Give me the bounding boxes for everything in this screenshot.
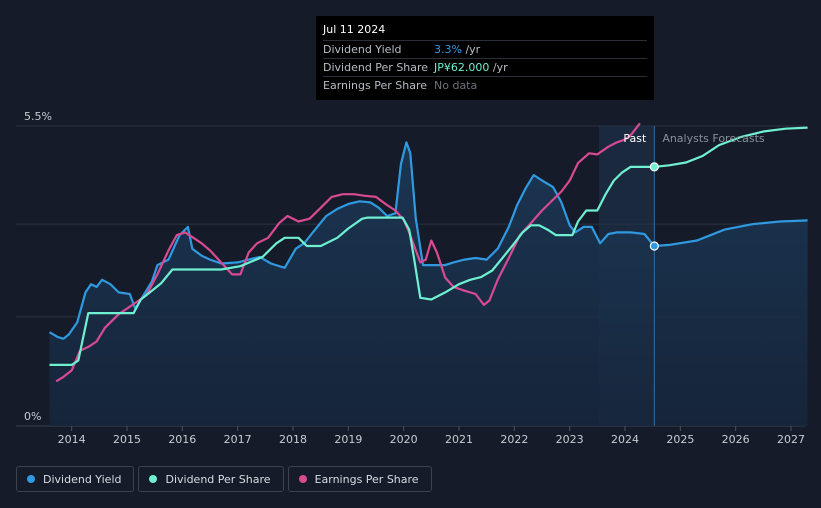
dividend-per-share-line: [49, 165, 655, 366]
x-tick-label: 2016: [168, 433, 196, 446]
legend-dot-icon: [149, 475, 158, 483]
tooltip-date: Jul 11 2024: [323, 23, 386, 36]
x-tick-label: 2025: [666, 433, 694, 446]
analysts-forecasts-label: Analysts Forecasts: [662, 132, 765, 145]
tooltip-unit: /yr: [461, 43, 481, 56]
dividend-yield-marker: [649, 241, 659, 251]
y-axis: 5.5% 0%: [24, 110, 52, 423]
legend-label: Earnings Per Share: [314, 472, 419, 486]
legend-item-dividend-yield[interactable]: Dividend Yield: [16, 466, 135, 492]
x-tick-label: 2015: [113, 433, 141, 446]
tooltip-label: Earnings Per Share: [323, 79, 428, 92]
dividend-yield-area: [49, 142, 808, 426]
x-tick-label: 2024: [611, 433, 639, 446]
past-label: Past: [623, 132, 647, 145]
legend-dot-icon: [27, 475, 35, 483]
tooltip-value: No data: [434, 79, 478, 92]
x-tick-label: 2027: [777, 433, 805, 446]
dividend-per-share-marker: [649, 162, 659, 172]
tooltip-label: Dividend Yield: [323, 43, 402, 56]
legend-dot-icon: [298, 475, 307, 483]
tooltip-row-yield: Dividend Yield 3.3% /yr: [323, 40, 647, 58]
tooltip-value: 3.3%: [434, 43, 462, 56]
legend-item-dividend-per-share[interactable]: Dividend Per Share: [138, 466, 284, 492]
y-tick-label: 0%: [24, 410, 41, 423]
x-tick-label: 2021: [445, 433, 473, 446]
dividend-per-share-forecast-line: [654, 126, 808, 168]
tooltip-label: Dividend Per Share: [323, 61, 429, 74]
earnings-per-share-line: [55, 122, 641, 383]
x-tick-label: 2022: [500, 433, 528, 446]
tooltip-row-dps: Dividend Per Share JP¥62.000 /yr: [323, 58, 647, 76]
tooltip: Jul 11 2024 Dividend Yield 3.3% /yr Divi…: [316, 16, 654, 100]
legend-item-earnings-per-share[interactable]: Earnings Per Share: [287, 466, 432, 492]
x-tick-label: 2014: [58, 433, 86, 446]
x-axis: 2014 2015 2016 2017 2018 2019 2020 2021 2022 2023…: [58, 426, 805, 446]
tooltip-row-eps: Earnings Per Share No data: [323, 76, 647, 94]
tooltip-unit: /yr: [489, 61, 508, 74]
x-tick-label: 2023: [556, 433, 584, 446]
x-tick-label: 2026: [722, 433, 750, 446]
tooltip-value: JP¥62.000: [434, 61, 490, 74]
legend: Dividend Yield Dividend Per Share Earnin…: [16, 466, 432, 492]
x-tick-label: 2020: [390, 433, 418, 446]
x-tick-label: 2017: [224, 433, 252, 446]
legend-label: Dividend Yield: [43, 472, 122, 486]
series-lines: [48, 122, 808, 383]
dividend-yield-forecast-line: [654, 219, 808, 248]
x-tick-label: 2019: [334, 433, 362, 446]
dividend-yield-line: [48, 141, 656, 340]
x-tick-label: 2018: [279, 433, 307, 446]
legend-label: Dividend Per Share: [165, 472, 271, 486]
y-tick-label: 5.5%: [24, 110, 52, 123]
